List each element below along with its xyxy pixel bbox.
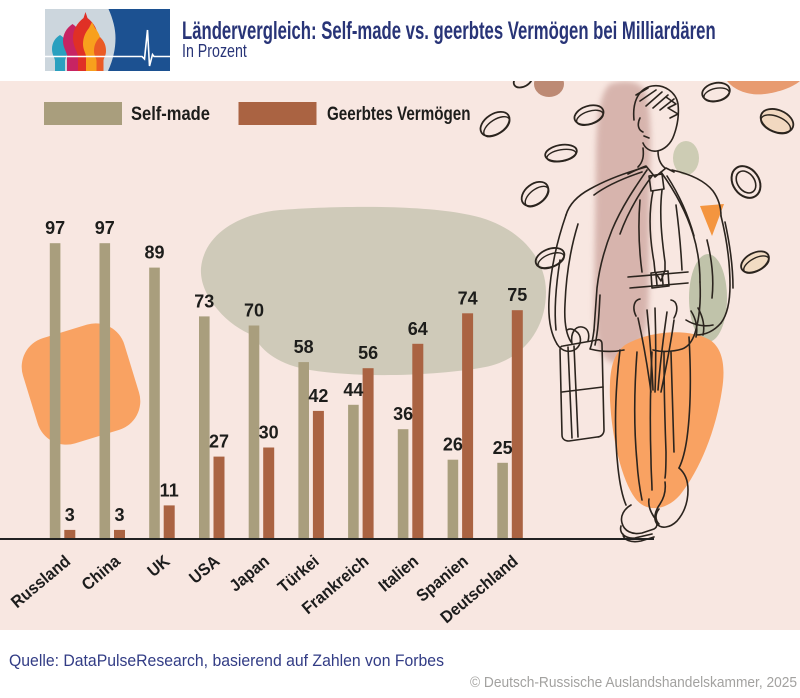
svg-text:26: 26 <box>443 435 463 455</box>
svg-text:97: 97 <box>45 218 65 238</box>
svg-text:70: 70 <box>244 301 264 321</box>
svg-text:89: 89 <box>144 243 164 263</box>
svg-text:64: 64 <box>408 319 428 339</box>
svg-text:42: 42 <box>308 386 328 406</box>
svg-text:11: 11 <box>160 480 179 500</box>
svg-text:75: 75 <box>507 285 527 305</box>
svg-text:74: 74 <box>458 288 478 308</box>
svg-text:44: 44 <box>343 380 363 400</box>
svg-text:27: 27 <box>209 432 229 452</box>
svg-text:25: 25 <box>493 438 513 458</box>
svg-text:30: 30 <box>259 423 279 443</box>
svg-text:58: 58 <box>294 337 314 357</box>
svg-text:3: 3 <box>114 505 124 525</box>
svg-text:56: 56 <box>358 343 378 363</box>
svg-text:97: 97 <box>95 218 115 238</box>
svg-text:Self-made: Self-made <box>131 103 210 124</box>
svg-text:36: 36 <box>393 404 413 424</box>
svg-text:73: 73 <box>194 291 214 311</box>
svg-text:Geerbtes Vermögen: Geerbtes Vermögen <box>327 102 470 124</box>
svg-text:3: 3 <box>65 505 75 525</box>
